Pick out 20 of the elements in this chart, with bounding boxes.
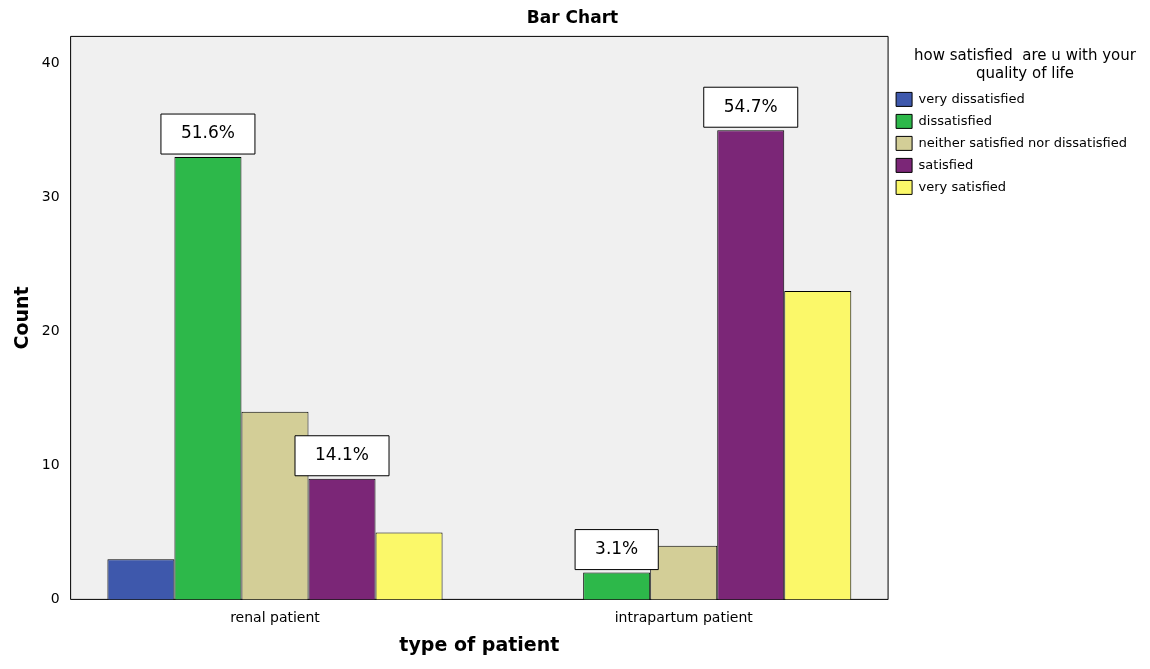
x-tick-label: renal patient [230, 609, 321, 626]
legend-label: satisfied [918, 156, 974, 172]
chart-title: Bar Chart [526, 6, 619, 27]
legend-label: neither satisfied nor dissatisfied [918, 134, 1127, 150]
y-tick-label: 30 [41, 187, 60, 204]
x-tick-label: intrapartum patient [614, 609, 754, 626]
legend-label: very satisfied [918, 178, 1007, 194]
x-axis-title: type of patient [399, 632, 560, 655]
y-tick-label: 0 [50, 590, 60, 607]
legend-title: how satisfied are u with your quality of life [913, 46, 1137, 82]
annotation: 14.1% [315, 444, 370, 465]
legend-label: dissatisfied [918, 112, 992, 128]
annotation: 3.1% [595, 538, 639, 559]
y-tick-label: 40 [41, 53, 60, 70]
legend-label: very dissatisfied [918, 90, 1025, 106]
annotation: 54.7% [723, 95, 778, 116]
annotation: 51.6% [180, 122, 235, 143]
y-tick-label: 10 [41, 455, 60, 472]
y-tick-label: 20 [41, 321, 60, 338]
y-axis-title: Count [10, 286, 33, 350]
